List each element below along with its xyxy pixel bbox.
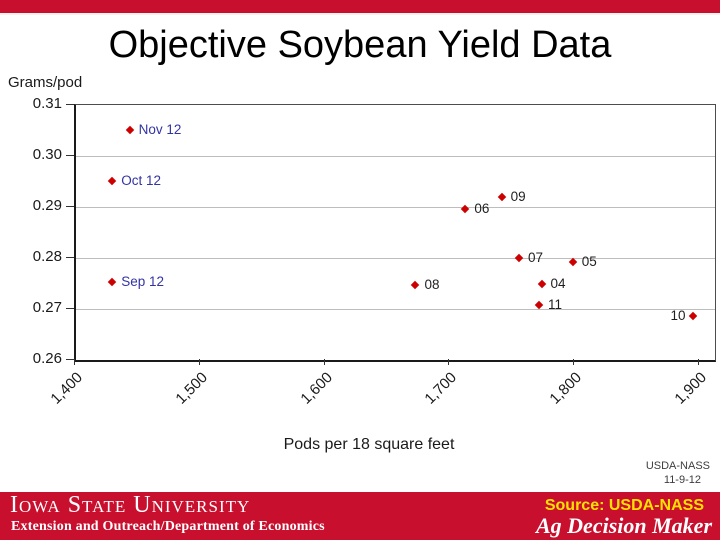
- top-accent-bar: [0, 0, 720, 15]
- annotation-source: USDA-NASS: [645, 460, 710, 472]
- data-point-marker: [514, 253, 524, 263]
- y-tick-label: 0.30: [32, 146, 62, 163]
- y-tick: [66, 206, 74, 207]
- y-tick-label: 0.26: [32, 350, 62, 367]
- y-tick: [66, 104, 74, 105]
- y-gridline: [76, 309, 715, 310]
- data-point-label: 08: [424, 277, 440, 293]
- data-point-marker: [125, 125, 134, 135]
- page-title: Objective Soybean Yield Data: [108, 24, 612, 66]
- y-tick: [66, 359, 74, 360]
- data-point-label: 05: [581, 254, 597, 270]
- data-point-label: 04: [550, 276, 566, 291]
- data-point-label: 09: [510, 189, 526, 205]
- y-tick: [66, 155, 74, 156]
- x-tick: [74, 359, 75, 365]
- y-axis-title: Grams/pod: [8, 74, 83, 91]
- data-point-marker: [497, 193, 506, 202]
- x-tick: [573, 359, 575, 365]
- university-wordmark: Iowa State University: [10, 492, 251, 518]
- y-tick-label: 0.31: [32, 95, 62, 112]
- y-tick: [66, 308, 74, 309]
- footer-right-block: Source: USDA-NASS Ag Decision Maker: [536, 498, 712, 538]
- x-tick: [323, 359, 325, 365]
- data-point-label: 10: [670, 307, 686, 323]
- data-point-marker: [568, 257, 577, 267]
- y-tick-label: 0.29: [32, 197, 62, 214]
- source-label: Source: USDA-NASS: [544, 497, 704, 514]
- data-point-marker: [688, 311, 697, 320]
- data-point-label: 07: [528, 250, 544, 265]
- data-point-marker: [107, 278, 117, 287]
- footer-banner: Iowa State University Extension and Outr…: [0, 492, 720, 540]
- y-gridline: [76, 258, 715, 259]
- y-tick-label: 0.28: [32, 248, 62, 265]
- y-tick: [66, 257, 74, 258]
- y-gridline: [76, 156, 715, 157]
- chart-source-annotation: USDA-NASS 11-9-12: [646, 459, 710, 487]
- plot-area: Nov 12 Oct 12 Sep 12 06 09 07 05 08 04 11 10: [74, 104, 716, 362]
- x-axis-title: Pods per 18 square feet: [283, 436, 455, 453]
- x-tick: [448, 359, 450, 365]
- data-point-label: 06: [474, 200, 490, 216]
- data-point-marker: [461, 204, 470, 213]
- data-point-label: 11: [548, 297, 563, 313]
- data-point-marker: [107, 176, 117, 186]
- y-gridline: [76, 207, 715, 208]
- x-tick: [198, 359, 200, 365]
- data-point-label: Nov 12: [138, 121, 182, 137]
- data-point-marker: [537, 279, 546, 289]
- data-point-label: Sep 12: [121, 274, 164, 290]
- x-tick: [698, 359, 700, 365]
- annotation-date: 11-9-12: [663, 474, 701, 486]
- data-point-label: Oct 12: [121, 172, 161, 188]
- department-label: Extension and Outreach/Department of Eco…: [11, 519, 325, 534]
- data-point-marker: [411, 280, 420, 290]
- brand-label: Ag Decision Maker: [536, 513, 712, 538]
- y-tick-label: 0.27: [32, 299, 62, 316]
